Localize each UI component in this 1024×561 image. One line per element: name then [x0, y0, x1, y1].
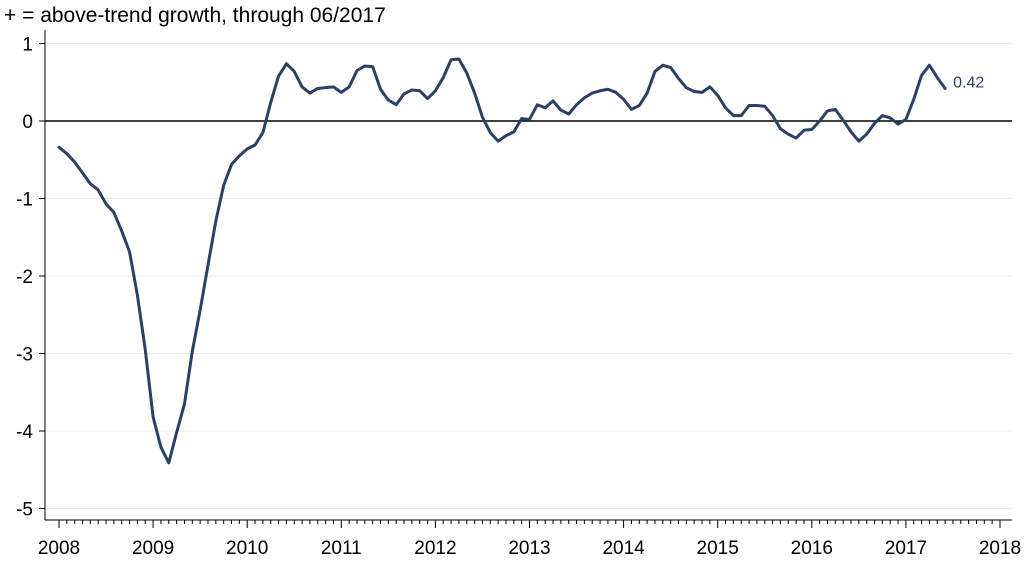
x-tick-label: 2015 — [697, 538, 739, 559]
x-tick-label: 2018 — [979, 538, 1021, 559]
x-tick-label: 2016 — [791, 538, 833, 559]
y-tick-label: 0 — [22, 112, 33, 133]
x-tick-label: 2009 — [132, 538, 174, 559]
y-tick-label: -3 — [16, 345, 33, 366]
x-tick-label: 2010 — [226, 538, 268, 559]
y-tick-label: -4 — [16, 422, 33, 443]
series-line — [57, 57, 947, 465]
chart-title: + = above-trend growth, through 06/2017 — [4, 4, 386, 27]
x-tick-label: 2017 — [885, 538, 927, 559]
x-tick-label: 2008 — [38, 538, 80, 559]
x-tick-label: 2014 — [602, 538, 645, 559]
y-tick-label: -5 — [16, 500, 33, 521]
x-tick-label: 2012 — [414, 538, 456, 559]
end-value-label: 0.42 — [953, 74, 984, 91]
grid-layer — [45, 43, 1012, 509]
y-tick-label: -2 — [16, 267, 33, 288]
x-tick-label: 2011 — [321, 538, 362, 559]
y-tick-label: 1 — [22, 35, 33, 56]
series-layer — [57, 57, 947, 465]
x-tick-label: 2013 — [508, 538, 550, 559]
y-tick-label: -1 — [16, 190, 33, 211]
